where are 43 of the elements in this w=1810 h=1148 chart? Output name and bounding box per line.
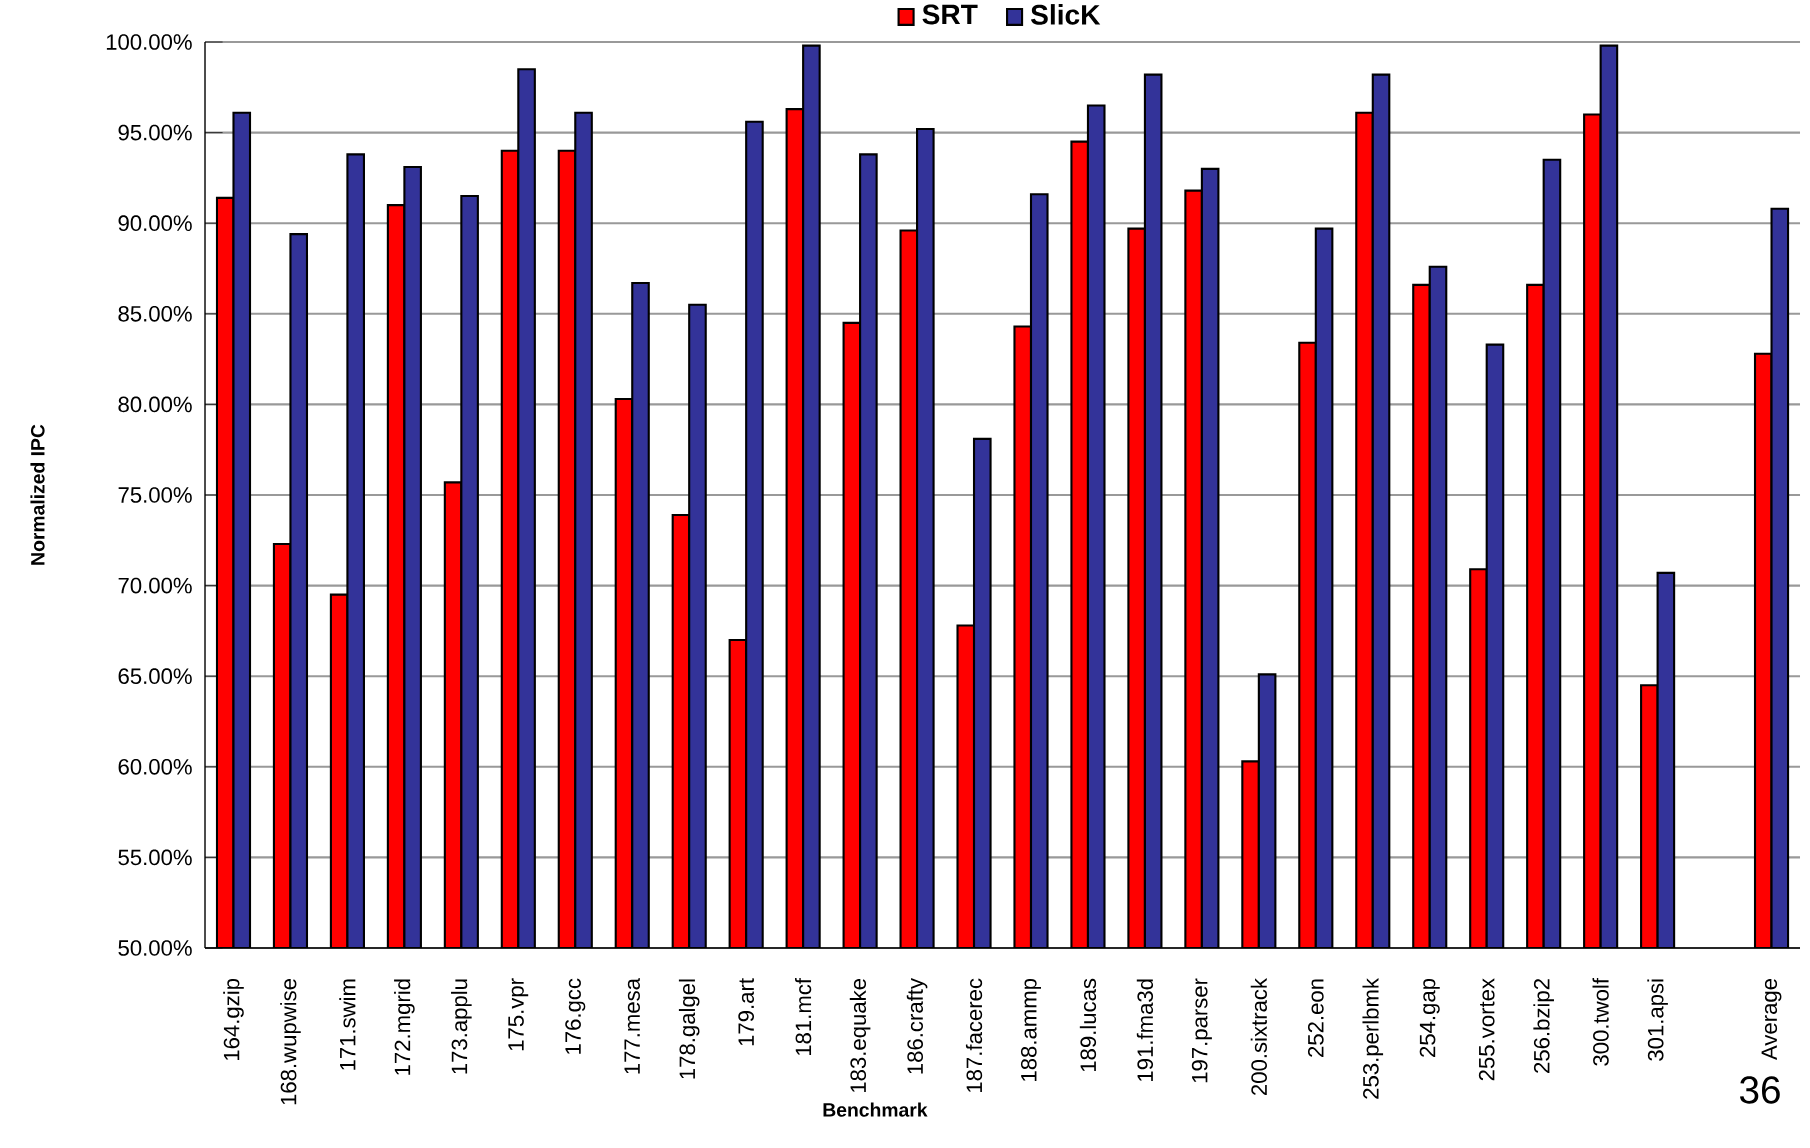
y-axis-title: Normalized IPC <box>30 424 45 565</box>
x-tick-label: 164.gzip <box>223 978 244 1060</box>
x-tick-label: 186.crafty <box>906 978 928 1074</box>
x-tick-label: 188.ammp <box>1020 978 1041 1081</box>
y-tick-label: 95.00% <box>118 124 192 141</box>
x-tick-label: 181.mcf <box>795 977 812 1056</box>
y-tick-label: 55.00% <box>118 849 192 866</box>
text: 36 <box>1740 1076 1780 1104</box>
x-axis-title: Benchmark <box>823 1102 928 1117</box>
x-tick-label: 177.mesa <box>624 977 640 1074</box>
x-tick-label: 178.galgel <box>678 979 700 1079</box>
x-tick-label: 171.swim <box>339 979 356 1070</box>
x-tick-label: Average <box>1761 978 1782 1061</box>
x-tick-label: 252.eon <box>1307 979 1324 1057</box>
x-tick-label: 300.twolf <box>1592 977 1609 1066</box>
x-tick-label: 173.applu <box>451 979 472 1074</box>
y-tick-label: 50.00% <box>118 940 192 956</box>
x-tick-label: 254.gap <box>1419 978 1440 1057</box>
y-tick-label: 65.00% <box>118 668 192 685</box>
legend-label: SlicK <box>1030 4 1101 25</box>
x-tick-label: 301.apsi <box>1647 979 1668 1061</box>
y-tick-label: 60.00% <box>118 758 192 775</box>
legend-label: SRT <box>922 4 978 25</box>
y-tick-label: 85.00% <box>118 305 192 322</box>
x-tick-label: 200.sixtrack <box>1250 977 1267 1096</box>
x-tick-label: 191.fma3d <box>1136 979 1154 1081</box>
x-tick-label: 175.vpr <box>508 978 529 1051</box>
x-tick-label: 253.perlbmk <box>1362 977 1384 1099</box>
x-tick-label: 176.gcc <box>565 978 586 1054</box>
y-tick-label: 90.00% <box>118 215 192 232</box>
y-tick-label: 75.00% <box>118 487 192 503</box>
x-tick-label: 183.equake <box>849 978 871 1093</box>
y-tick-label: 100.00% <box>106 34 192 50</box>
x-tick-label: 189.lucas <box>1079 978 1097 1072</box>
x-tick-label: 187.facerec <box>965 978 983 1092</box>
x-tick-label: 256.bzip2 <box>1533 979 1554 1073</box>
x-tick-label: 179.art <box>738 978 755 1046</box>
y-tick-label: 70.00% <box>118 577 192 594</box>
x-tick-label: 255.vortex <box>1478 978 1495 1081</box>
x-tick-label: 172.mgrid <box>394 979 415 1075</box>
x-tick-label: 168.wupwise <box>280 978 301 1105</box>
x-tick-label: 197.parser <box>1191 978 1212 1083</box>
y-tick-label: 80.00% <box>118 396 192 413</box>
